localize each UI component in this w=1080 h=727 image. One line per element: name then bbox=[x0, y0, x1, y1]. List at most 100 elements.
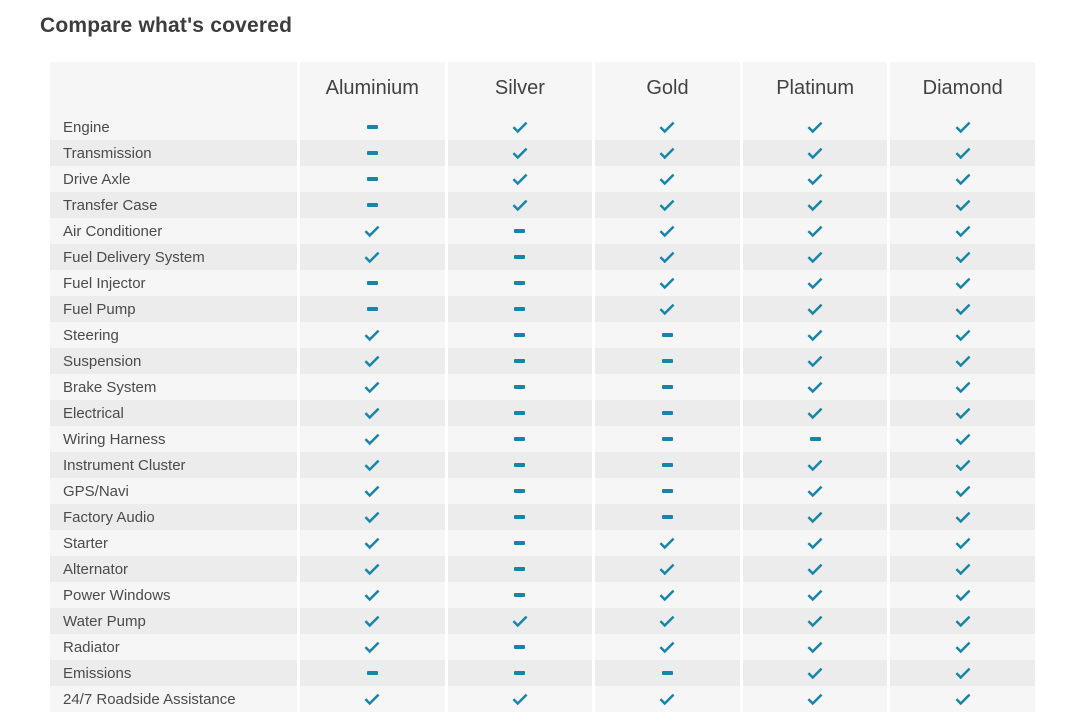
coverage-cell-starter-silver bbox=[447, 530, 593, 556]
coverage-cell-emissions-gold bbox=[595, 660, 740, 686]
check-icon bbox=[807, 459, 823, 472]
coverage-cell-wiring-harness-gold bbox=[595, 426, 740, 452]
coverage-cell-emissions-platinum bbox=[742, 660, 888, 686]
row-label-alternator: Alternator bbox=[50, 556, 297, 582]
coverage-cell-air-conditioner-platinum bbox=[742, 218, 888, 244]
coverage-cell-air-conditioner-silver bbox=[447, 218, 593, 244]
dash-icon bbox=[661, 385, 673, 389]
coverage-cell-drive-axle-gold bbox=[595, 166, 740, 192]
dash-icon bbox=[514, 229, 526, 233]
coverage-cell-air-conditioner-aluminium bbox=[300, 218, 445, 244]
check-icon bbox=[807, 667, 823, 680]
coverage-cell-transmission-aluminium bbox=[300, 140, 445, 166]
check-icon bbox=[364, 251, 380, 264]
check-icon bbox=[807, 303, 823, 316]
row-label-fuel-injector: Fuel Injector bbox=[50, 270, 297, 296]
dash-icon bbox=[661, 671, 673, 675]
check-icon bbox=[955, 277, 971, 290]
coverage-cell-brake-system-gold bbox=[595, 374, 740, 400]
check-icon bbox=[659, 121, 675, 134]
dash-icon bbox=[514, 645, 526, 649]
check-icon bbox=[364, 355, 380, 368]
coverage-cell-fuel-pump-gold bbox=[595, 296, 740, 322]
check-icon bbox=[364, 563, 380, 576]
row-label-engine: Engine bbox=[50, 114, 297, 140]
page-title: Compare what's covered bbox=[40, 14, 293, 37]
coverage-cell-instrument-cluster-gold bbox=[595, 452, 740, 478]
check-icon bbox=[955, 173, 971, 186]
coverage-cell-power-windows-platinum bbox=[742, 582, 888, 608]
check-icon bbox=[807, 641, 823, 654]
check-icon bbox=[955, 407, 971, 420]
coverage-cell-fuel-injector-silver bbox=[447, 270, 593, 296]
dash-icon bbox=[661, 359, 673, 363]
row-label-fuel-delivery-system: Fuel Delivery System bbox=[50, 244, 297, 270]
check-icon bbox=[364, 537, 380, 550]
check-icon bbox=[955, 199, 971, 212]
coverage-cell-radiator-silver bbox=[447, 634, 593, 660]
check-icon bbox=[807, 251, 823, 264]
coverage-cell-electrical-diamond bbox=[890, 400, 1035, 426]
check-icon bbox=[512, 147, 528, 160]
check-icon bbox=[364, 459, 380, 472]
coverage-cell-alternator-silver bbox=[447, 556, 593, 582]
coverage-cell-24-7-roadside-assistance-aluminium bbox=[300, 686, 445, 712]
coverage-cell-fuel-delivery-system-platinum bbox=[742, 244, 888, 270]
coverage-cell-transmission-platinum bbox=[742, 140, 888, 166]
row-label-transfer-case: Transfer Case bbox=[50, 192, 297, 218]
check-icon bbox=[807, 485, 823, 498]
check-icon bbox=[364, 381, 380, 394]
coverage-cell-fuel-delivery-system-diamond bbox=[890, 244, 1035, 270]
dash-icon bbox=[514, 489, 526, 493]
coverage-cell-engine-aluminium bbox=[300, 114, 445, 140]
coverage-cell-steering-platinum bbox=[742, 322, 888, 348]
plan-column-silver: Silver bbox=[447, 62, 593, 712]
check-icon bbox=[807, 589, 823, 602]
coverage-cell-factory-audio-diamond bbox=[890, 504, 1035, 530]
check-icon bbox=[364, 511, 380, 524]
dash-icon bbox=[661, 437, 673, 441]
check-icon bbox=[807, 407, 823, 420]
coverage-cell-gps-navi-aluminium bbox=[300, 478, 445, 504]
check-icon bbox=[807, 199, 823, 212]
plan-column-diamond: Diamond bbox=[890, 62, 1035, 712]
coverage-cell-transfer-case-aluminium bbox=[300, 192, 445, 218]
dash-icon bbox=[514, 593, 526, 597]
row-label-power-windows: Power Windows bbox=[50, 582, 297, 608]
check-icon bbox=[659, 641, 675, 654]
check-icon bbox=[955, 615, 971, 628]
check-icon bbox=[364, 485, 380, 498]
coverage-cell-fuel-injector-diamond bbox=[890, 270, 1035, 296]
dash-icon bbox=[366, 203, 378, 207]
coverage-cell-air-conditioner-diamond bbox=[890, 218, 1035, 244]
dash-icon bbox=[514, 671, 526, 675]
row-label-steering: Steering bbox=[50, 322, 297, 348]
check-icon bbox=[955, 147, 971, 160]
dash-icon bbox=[514, 411, 526, 415]
row-label-starter: Starter bbox=[50, 530, 297, 556]
check-icon bbox=[364, 641, 380, 654]
coverage-cell-engine-gold bbox=[595, 114, 740, 140]
check-icon bbox=[955, 511, 971, 524]
coverage-cell-wiring-harness-platinum bbox=[742, 426, 888, 452]
check-icon bbox=[659, 303, 675, 316]
coverage-cell-water-pump-diamond bbox=[890, 608, 1035, 634]
check-icon bbox=[955, 667, 971, 680]
check-icon bbox=[955, 225, 971, 238]
coverage-cell-fuel-pump-aluminium bbox=[300, 296, 445, 322]
dash-icon bbox=[514, 515, 526, 519]
dash-icon bbox=[514, 567, 526, 571]
coverage-cell-emissions-diamond bbox=[890, 660, 1035, 686]
coverage-cell-fuel-delivery-system-aluminium bbox=[300, 244, 445, 270]
check-icon bbox=[955, 251, 971, 264]
dash-icon bbox=[809, 437, 821, 441]
coverage-cell-wiring-harness-silver bbox=[447, 426, 593, 452]
check-icon bbox=[659, 277, 675, 290]
coverage-cell-water-pump-gold bbox=[595, 608, 740, 634]
coverage-cell-alternator-aluminium bbox=[300, 556, 445, 582]
dash-icon bbox=[514, 359, 526, 363]
check-icon bbox=[955, 381, 971, 394]
dash-icon bbox=[366, 281, 378, 285]
dash-icon bbox=[366, 151, 378, 155]
coverage-cell-radiator-diamond bbox=[890, 634, 1035, 660]
